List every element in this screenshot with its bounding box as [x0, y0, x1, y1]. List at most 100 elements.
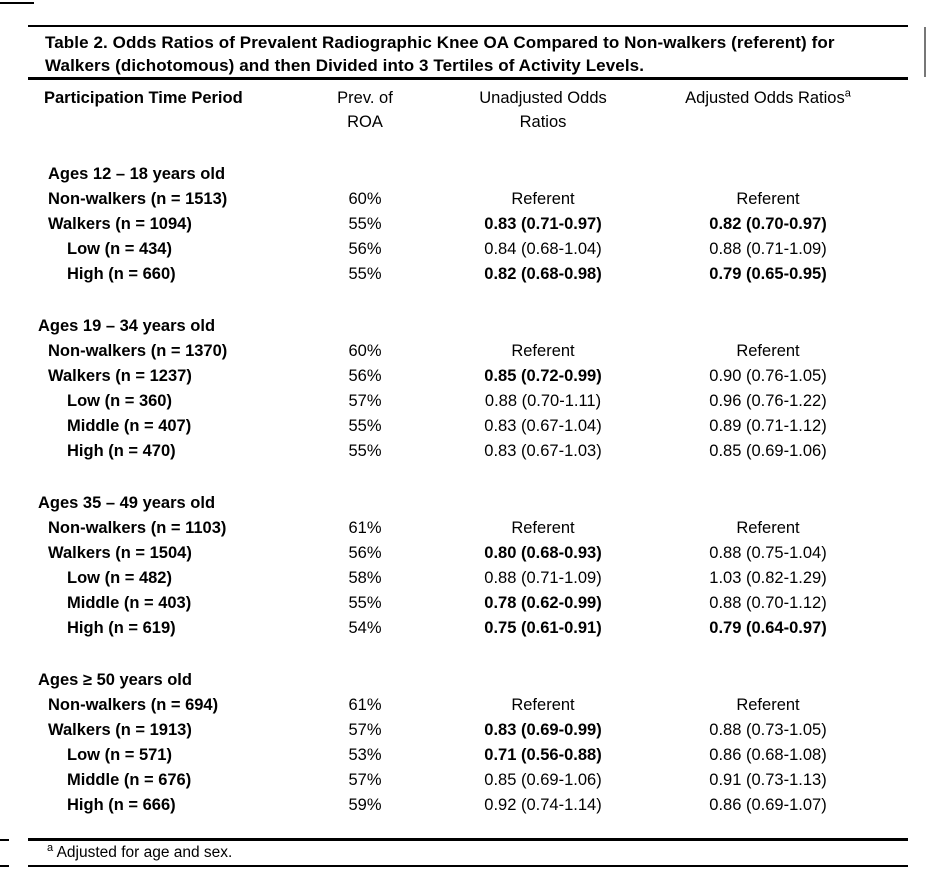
header-line: Adjusted Odds Ratios [685, 89, 845, 107]
row-label: Middle (n = 407) [67, 417, 192, 435]
odds-ratios-table: Participation Time Period Prev. of ROA U… [28, 86, 908, 818]
unadjusted-or-value: 0.75 (0.61-0.91) [484, 619, 602, 637]
section-gap [28, 287, 908, 314]
row-label: Low (n = 434) [67, 240, 172, 258]
footnote-marker: a [47, 841, 54, 854]
prev-roa-value: 55% [348, 265, 382, 283]
prev-roa-value: 55% [348, 215, 382, 233]
prev-roa-value: 56% [348, 367, 382, 385]
section-header-label: Ages ≥ 50 years old [38, 671, 192, 689]
row-label: Low (n = 360) [67, 392, 172, 410]
adjusted-or-value: Referent [736, 190, 800, 208]
rule-above-footnote [28, 838, 908, 841]
unadjusted-or-value [430, 668, 656, 693]
section-gap [28, 464, 908, 491]
page-crop-artifact-line [924, 27, 926, 77]
prev-roa-value [300, 162, 430, 187]
table-bottom-rule [28, 865, 908, 867]
adjusted-or-value [656, 491, 908, 516]
header-line: ROA [347, 113, 383, 131]
adjusted-or-value: 0.82 (0.70-0.97) [709, 215, 827, 233]
adjusted-or-value: Referent [736, 342, 800, 360]
row-label: Walkers (n = 1913) [48, 721, 192, 739]
adjusted-or-value [656, 162, 908, 187]
row-label: Low (n = 482) [67, 569, 172, 587]
prev-roa-value: 55% [348, 442, 382, 460]
prev-roa-value: 55% [348, 594, 382, 612]
unadjusted-or-value: Referent [511, 342, 575, 360]
table-row: Low (n = 482) 58% 0.88 (0.71-1.09) 1.03 (0.… [28, 566, 908, 591]
prev-roa-value [300, 491, 430, 516]
unadjusted-or-value: 0.83 (0.69-0.99) [484, 721, 602, 739]
rule-below-title [28, 77, 908, 80]
row-label: High (n = 660) [67, 265, 176, 283]
section-header-label: Ages 19 – 34 years old [38, 317, 216, 335]
footnote-marker: a [844, 87, 851, 100]
adjusted-or-value: Referent [736, 519, 800, 537]
prev-roa-value: 60% [348, 342, 382, 360]
unadjusted-or-value [430, 162, 656, 187]
footnote-text: Adjusted for age and sex. [53, 844, 233, 861]
unadjusted-or-value: 0.83 (0.67-1.03) [484, 442, 602, 460]
section-header-label: Ages 12 – 18 years old [48, 165, 226, 183]
adjusted-or-value: 0.91 (0.73-1.13) [709, 771, 827, 789]
unadjusted-or-value: Referent [511, 696, 575, 714]
unadjusted-or-value: Referent [511, 519, 575, 537]
unadjusted-or-value: 0.92 (0.74-1.14) [484, 796, 602, 814]
row-label: Non-walkers (n = 694) [48, 696, 219, 714]
prev-roa-value: 59% [348, 796, 382, 814]
unadjusted-or-value: 0.80 (0.68-0.93) [484, 544, 602, 562]
section-header-row: Ages 12 – 18 years old [28, 162, 908, 187]
table-row: Low (n = 571) 53% 0.71 (0.56-0.88) 0.86 (0.… [28, 743, 908, 768]
table-row: Low (n = 360) 57% 0.88 (0.70-1.11) 0.96 (0.… [28, 389, 908, 414]
unadjusted-or-value: 0.83 (0.67-1.04) [484, 417, 602, 435]
adjusted-or-value: 0.86 (0.68-1.08) [709, 746, 827, 764]
table-row: Non-walkers (n = 1370) 60% Referent Referen… [28, 339, 908, 364]
row-label: Non-walkers (n = 1103) [48, 519, 227, 537]
prev-roa-value: 60% [348, 190, 382, 208]
unadjusted-or-value: 0.88 (0.70-1.11) [484, 392, 602, 410]
prev-roa-value: 57% [348, 721, 382, 739]
table-row: Walkers (n = 1237) 56% 0.85 (0.72-0.99) 0.9… [28, 364, 908, 389]
adjusted-or-value: 1.03 (0.82-1.29) [709, 569, 827, 587]
unadjusted-or-value: 0.85 (0.69-1.06) [484, 771, 602, 789]
unadjusted-or-value: 0.82 (0.68-0.98) [484, 265, 602, 283]
adjusted-or-value [656, 314, 908, 339]
section-gap [28, 641, 908, 668]
row-label: Non-walkers (n = 1513) [48, 190, 228, 208]
column-header-participation-time-period: Participation Time Period [44, 89, 243, 107]
table-body: Ages 12 – 18 years old Non-walkers (n = 1… [28, 162, 908, 818]
page-crop-artifact-line [0, 865, 9, 867]
section-header-row: Ages 35 – 49 years old [28, 491, 908, 516]
table-row: Middle (n = 407) 55% 0.83 (0.67-1.04) 0.89 … [28, 414, 908, 439]
unadjusted-or-value: 0.78 (0.62-0.99) [484, 594, 602, 612]
table-footnote: a Adjusted for age and sex. [47, 842, 232, 864]
table-row: Walkers (n = 1504) 56% 0.80 (0.68-0.93) 0.8… [28, 541, 908, 566]
section-header-row: Ages ≥ 50 years old [28, 668, 908, 693]
header-line: Unadjusted Odds [479, 89, 607, 107]
table-row: Low (n = 434) 56% 0.84 (0.68-1.04) 0.88 (0.… [28, 237, 908, 262]
prev-roa-value: 58% [348, 569, 382, 587]
table-top-rule [28, 25, 908, 27]
adjusted-or-value: 0.88 (0.70-1.12) [709, 594, 827, 612]
section-header-label: Ages 35 – 49 years old [38, 494, 216, 512]
prev-roa-value: 57% [348, 771, 382, 789]
prev-roa-value [300, 668, 430, 693]
row-label: Non-walkers (n = 1370) [48, 342, 228, 360]
page-crop-artifact-line [0, 839, 9, 841]
adjusted-or-value: 0.88 (0.75-1.04) [709, 544, 827, 562]
prev-roa-value: 61% [348, 519, 382, 537]
row-label: Walkers (n = 1504) [48, 544, 192, 562]
prev-roa-value: 53% [348, 746, 382, 764]
prev-roa-value: 56% [348, 240, 382, 258]
header-line: Prev. of [337, 89, 393, 107]
table-row: Walkers (n = 1913) 57% 0.83 (0.69-0.99) 0.8… [28, 718, 908, 743]
table-row: High (n = 619) 54% 0.75 (0.61-0.91) 0.79 (0… [28, 616, 908, 641]
table-header-row: Participation Time Period Prev. of ROA U… [28, 86, 908, 136]
prev-roa-value: 61% [348, 696, 382, 714]
adjusted-or-value: 0.85 (0.69-1.06) [709, 442, 827, 460]
prev-roa-value: 57% [348, 392, 382, 410]
column-header-unadjusted-odds-ratios: Unadjusted Odds Ratios [430, 86, 656, 134]
row-label: Middle (n = 676) [67, 771, 192, 789]
